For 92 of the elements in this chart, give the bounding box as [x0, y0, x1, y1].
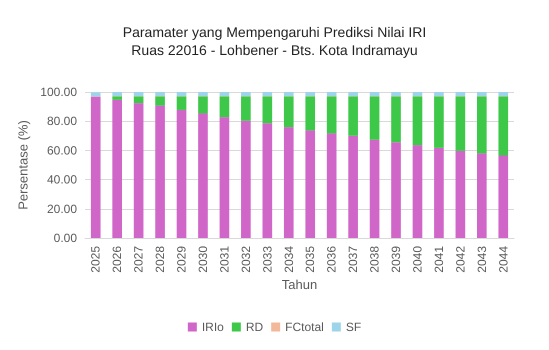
x-tick-label: 2028 — [153, 246, 168, 273]
bar — [456, 150, 466, 238]
x-tick-label: 2044 — [496, 246, 510, 273]
bar — [391, 96, 401, 142]
bar — [90, 92, 101, 96]
bar — [326, 92, 336, 96]
bar — [498, 156, 508, 238]
bar — [220, 92, 230, 96]
y-tick-label: 0.00 — [54, 231, 78, 245]
y-tick-label: 60.00 — [46, 143, 78, 158]
y-tick-label: 80.00 — [46, 114, 78, 128]
bar — [112, 96, 122, 100]
x-tick-label: 2035 — [303, 246, 318, 273]
bar — [262, 123, 272, 238]
bar — [241, 96, 251, 121]
x-tick-label: 2027 — [132, 246, 146, 273]
bar — [412, 145, 422, 238]
x-tick-label: 2043 — [474, 246, 489, 273]
x-tick-label: 2025 — [88, 246, 103, 273]
y-tick-label: 20.00 — [46, 202, 78, 216]
bar — [326, 133, 336, 238]
bar — [456, 92, 466, 96]
bar — [155, 92, 165, 96]
bar — [176, 92, 186, 96]
bar — [305, 130, 316, 238]
x-tick-label: 2036 — [324, 246, 339, 273]
x-tick-label: 2026 — [110, 246, 124, 273]
bar — [262, 92, 272, 96]
bar — [498, 96, 508, 156]
bar — [134, 96, 144, 104]
bar — [198, 96, 208, 114]
y-tick-label: 100.00 — [40, 85, 78, 99]
bar — [434, 92, 444, 96]
bar — [370, 96, 380, 140]
bar — [370, 140, 380, 238]
bar — [112, 92, 122, 96]
x-tick-label: 2038 — [368, 246, 382, 273]
chart-title: Paramater yang Mempengaruhi Prediksi Nilai IRI Ruas 22016 - Lohbener - Bts. Kota Indramayu — [122, 24, 426, 58]
bar — [112, 100, 122, 238]
bar — [391, 92, 401, 96]
bar — [434, 148, 444, 238]
y-tick-label: 40.00 — [46, 172, 78, 187]
x-tick-label: 2032 — [238, 246, 253, 273]
bar — [90, 96, 101, 238]
bar — [262, 96, 272, 124]
x-tick-label: 2034 — [282, 246, 296, 273]
bar — [391, 142, 401, 238]
bar — [198, 113, 208, 238]
bar — [326, 96, 336, 134]
bar — [305, 96, 316, 130]
x-tick-label: 2030 — [196, 246, 210, 273]
bar — [370, 92, 380, 96]
bar — [434, 96, 444, 148]
legend-label: IRIo — [202, 320, 224, 334]
y-axis-title: Persentase (%) — [15, 120, 30, 210]
x-axis-title: Tahun — [282, 277, 318, 292]
bar — [284, 92, 294, 96]
bar — [220, 117, 230, 238]
bar — [284, 127, 294, 238]
x-tick-label: 2029 — [174, 246, 189, 273]
bar — [456, 96, 466, 151]
x-tick-label: 2040 — [410, 246, 424, 273]
x-tick-label: 2041 — [432, 246, 446, 273]
bar — [498, 92, 508, 96]
x-tick-label: 2042 — [453, 246, 468, 273]
bar — [155, 96, 165, 106]
bar — [134, 92, 144, 96]
x-tick-label: 2039 — [389, 246, 404, 273]
legend-label: SF — [346, 320, 362, 334]
bar — [241, 120, 251, 238]
bar — [176, 110, 186, 238]
x-tick-label: 2037 — [346, 246, 360, 273]
bar — [348, 96, 358, 136]
bar — [348, 136, 358, 238]
bar — [241, 92, 251, 96]
bar — [477, 92, 487, 96]
bar — [305, 92, 316, 96]
x-tick-label: 2033 — [260, 246, 274, 273]
bar — [176, 96, 186, 110]
legend-label: FCtotal — [285, 320, 324, 334]
bar — [155, 106, 165, 238]
bar — [348, 92, 358, 96]
bar — [284, 96, 294, 128]
legend-label: RD — [246, 320, 264, 334]
bar — [198, 92, 208, 96]
bar — [134, 103, 144, 238]
bar — [412, 92, 422, 96]
bar — [412, 96, 422, 146]
x-tick-label: 2031 — [217, 246, 232, 273]
bar — [477, 96, 487, 154]
bar — [220, 96, 230, 118]
bar — [477, 153, 487, 238]
